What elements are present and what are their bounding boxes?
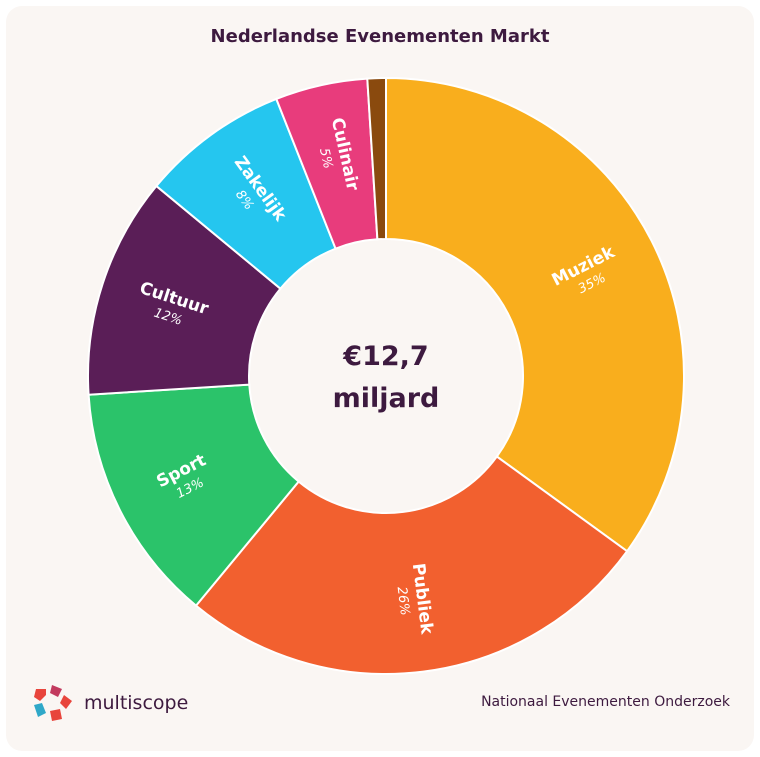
slice-cultuur (87, 184, 282, 396)
brand: multiscope (30, 683, 188, 723)
slice-sport (87, 383, 301, 608)
slice-pct-publiek: 26% (394, 586, 413, 617)
center-total-amount: €12,7 (343, 341, 429, 372)
multiscope-logo-icon (34, 685, 72, 721)
slice-publiek (194, 455, 629, 675)
brand-name: multiscope (84, 692, 189, 714)
slice-other (366, 76, 387, 241)
slice-pct-culinair: 5% (316, 147, 335, 170)
center-total: €12,7 miljard (288, 336, 484, 420)
source-note: Nationaal Evenementen Onderzoek (481, 694, 730, 710)
chart-title: Nederlandse Evenementen Markt (210, 26, 550, 47)
slice-muziek (385, 76, 685, 553)
center-total-unit: miljard (332, 383, 440, 414)
slices-group (87, 76, 685, 675)
